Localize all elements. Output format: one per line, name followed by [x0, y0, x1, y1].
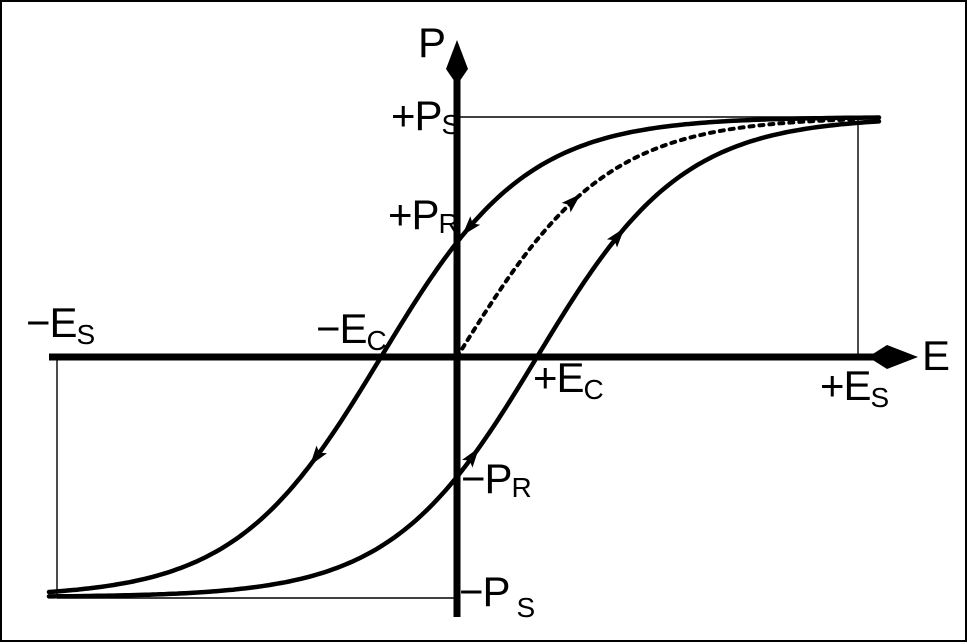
- plus-ps-subscript: S: [441, 109, 461, 141]
- plus-ps-label: +PS: [391, 92, 461, 141]
- plus-es-subscript: S: [870, 382, 890, 414]
- plus-ec-label: +EC: [533, 354, 604, 406]
- direction-arrowhead-icon-2: [462, 447, 480, 468]
- minus-ps-label: −P S: [459, 568, 536, 624]
- p-axis-label: P: [418, 19, 446, 66]
- p-axis-arrowhead-icon: [446, 40, 468, 85]
- e-axis-arrowhead-icon: [868, 345, 918, 369]
- plus-pr-subscript: R: [438, 208, 459, 240]
- virgin-branch-curve: [455, 117, 856, 359]
- direction-arrowhead-icon-3: [606, 227, 625, 248]
- minus-ps-subscript: S: [516, 592, 536, 624]
- e-axis-label-text: E: [922, 332, 950, 379]
- plus-ec-subscript: C: [583, 374, 604, 406]
- p-axis-label-text: P: [418, 19, 446, 66]
- minus-pr-subscript: R: [511, 472, 532, 504]
- direction-arrowhead-icon-4: [561, 194, 581, 213]
- e-axis-label: E: [922, 332, 950, 379]
- direction-arrowhead-icon-0: [462, 216, 481, 236]
- lower-branch-curve: [46, 119, 882, 599]
- minus-es-subscript: S: [76, 319, 96, 351]
- plus-es-label: +ES: [820, 362, 890, 414]
- minus-ec-label: −EC: [316, 305, 387, 357]
- minus-pr-label: −PR: [461, 455, 532, 504]
- minus-ec-subscript: C: [366, 325, 387, 357]
- minus-es-label: −ES: [26, 299, 96, 351]
- plus-pr-label: +PR: [388, 191, 459, 240]
- direction-arrowhead-icon-1: [309, 445, 327, 466]
